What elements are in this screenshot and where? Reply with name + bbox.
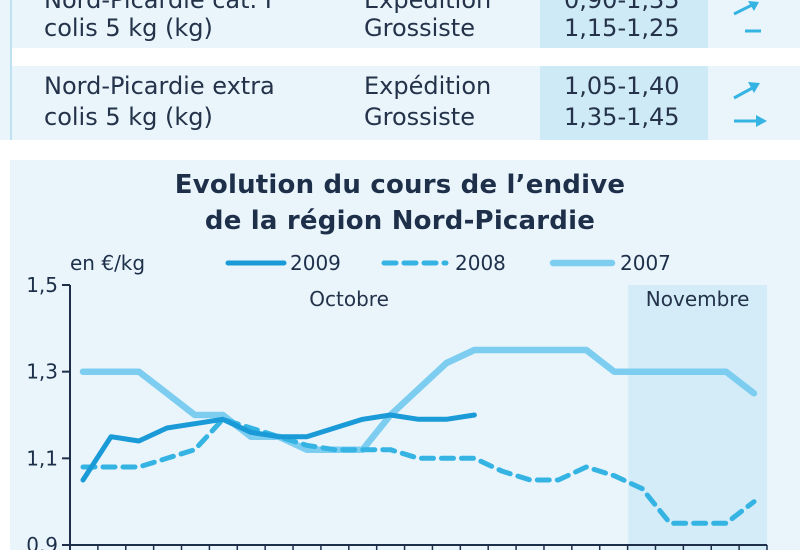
series-line-2009 xyxy=(80,412,477,483)
y-tick-label: 0,9 xyxy=(26,533,58,550)
price-range: 1,05-1,40 xyxy=(564,72,680,100)
series-line-2007 xyxy=(79,346,758,453)
month-label-octobre: Octobre xyxy=(309,287,389,311)
price-range: 0,90-1,35 xyxy=(564,0,680,14)
legend-label-2008: 2008 xyxy=(455,251,506,275)
product-package: colis 5 kg (kg) xyxy=(44,14,213,42)
stage-label: Grossiste xyxy=(364,14,475,42)
y-axis-unit-label: en €/kg xyxy=(70,251,146,275)
table-left-border xyxy=(10,0,12,140)
series-line-2008 xyxy=(80,416,757,526)
product-name: Nord-Picardie extra xyxy=(44,72,275,100)
stage-label: Expédition xyxy=(364,72,492,100)
price-table: Nord-Picardie cat. I colis 5 kg (kg) Exp… xyxy=(0,0,800,140)
up-arrow-icon xyxy=(733,1,759,16)
y-tick-label: 1,5 xyxy=(26,273,58,297)
price-column-background xyxy=(540,0,708,140)
stage-label: Grossiste xyxy=(364,103,475,131)
price-range: 1,15-1,25 xyxy=(564,14,680,42)
chart-subtitle: de la région Nord-Picardie xyxy=(204,206,596,236)
legend-label-2009: 2009 xyxy=(290,251,341,275)
november-band xyxy=(628,285,767,550)
month-label-novembre: Novembre xyxy=(646,287,750,311)
legend-label-2007: 2007 xyxy=(620,251,671,275)
right-arrow-icon xyxy=(734,115,767,127)
y-tick-label: 1,3 xyxy=(26,360,58,384)
row-separator xyxy=(12,48,800,66)
flat-dash-icon xyxy=(745,29,761,33)
up-arrow-icon xyxy=(733,82,760,100)
product-name: Nord-Picardie cat. I xyxy=(44,0,272,14)
stage-label: Expédition xyxy=(364,0,492,14)
y-tick-label: 1,1 xyxy=(26,446,58,470)
price-range: 1,35-1,45 xyxy=(564,103,680,131)
product-package: colis 5 kg (kg) xyxy=(44,103,213,131)
chart-title: Evolution du cours de l’endive xyxy=(174,170,626,200)
